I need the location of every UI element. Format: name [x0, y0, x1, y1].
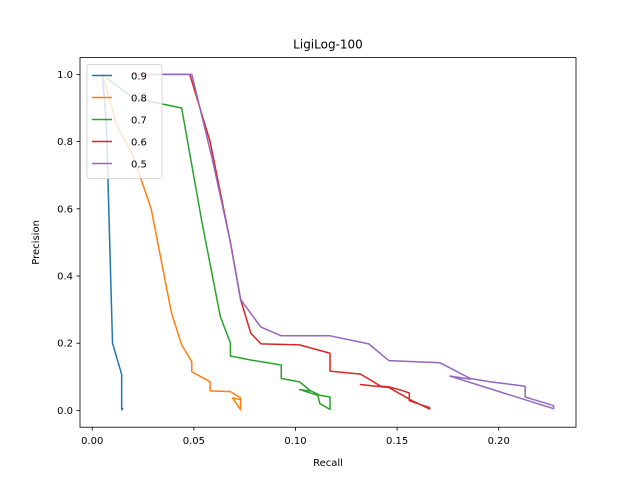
plot-frame	[79, 57, 577, 428]
legend-label-0.9: 0.9	[131, 71, 147, 82]
plot-area	[80, 57, 576, 428]
x-tick-label: 0.20	[488, 436, 510, 447]
legend-label-0.7: 0.7	[131, 115, 147, 126]
legend-label-0.6: 0.6	[131, 137, 147, 148]
y-tick-label: 1.0	[57, 70, 73, 81]
y-tick-label: 0.4	[57, 272, 73, 283]
y-tick-label: 0.6	[57, 204, 73, 215]
x-tick-label: 0.10	[284, 436, 306, 447]
legend-label-0.5: 0.5	[131, 159, 147, 170]
legend-box	[86, 64, 163, 179]
series-line-0.7	[105, 76, 331, 411]
x-axis-label: Recall	[313, 458, 343, 469]
x-tick-label: 0.05	[183, 436, 205, 447]
legend: 0.9 0.8 0.7 0.6 0.5	[86, 64, 163, 179]
y-tick-label: 0.0	[57, 406, 73, 417]
x-axis-ticks: 0.00 0.05 0.10 0.15 0.20	[81, 427, 510, 447]
y-axis-label: Precision	[31, 220, 42, 265]
legend-label-0.8: 0.8	[131, 93, 147, 104]
y-tick-label: 0.8	[57, 137, 73, 148]
y-tick-label: 0.2	[57, 339, 73, 350]
x-tick-label: 0.00	[81, 436, 103, 447]
y-axis-ticks: 0.0 0.2 0.4 0.6 0.8 1.0	[57, 70, 80, 417]
series-line-0.5	[144, 73, 555, 410]
chart-title: LigiLog-100	[293, 38, 363, 52]
x-tick-label: 0.15	[386, 436, 408, 447]
